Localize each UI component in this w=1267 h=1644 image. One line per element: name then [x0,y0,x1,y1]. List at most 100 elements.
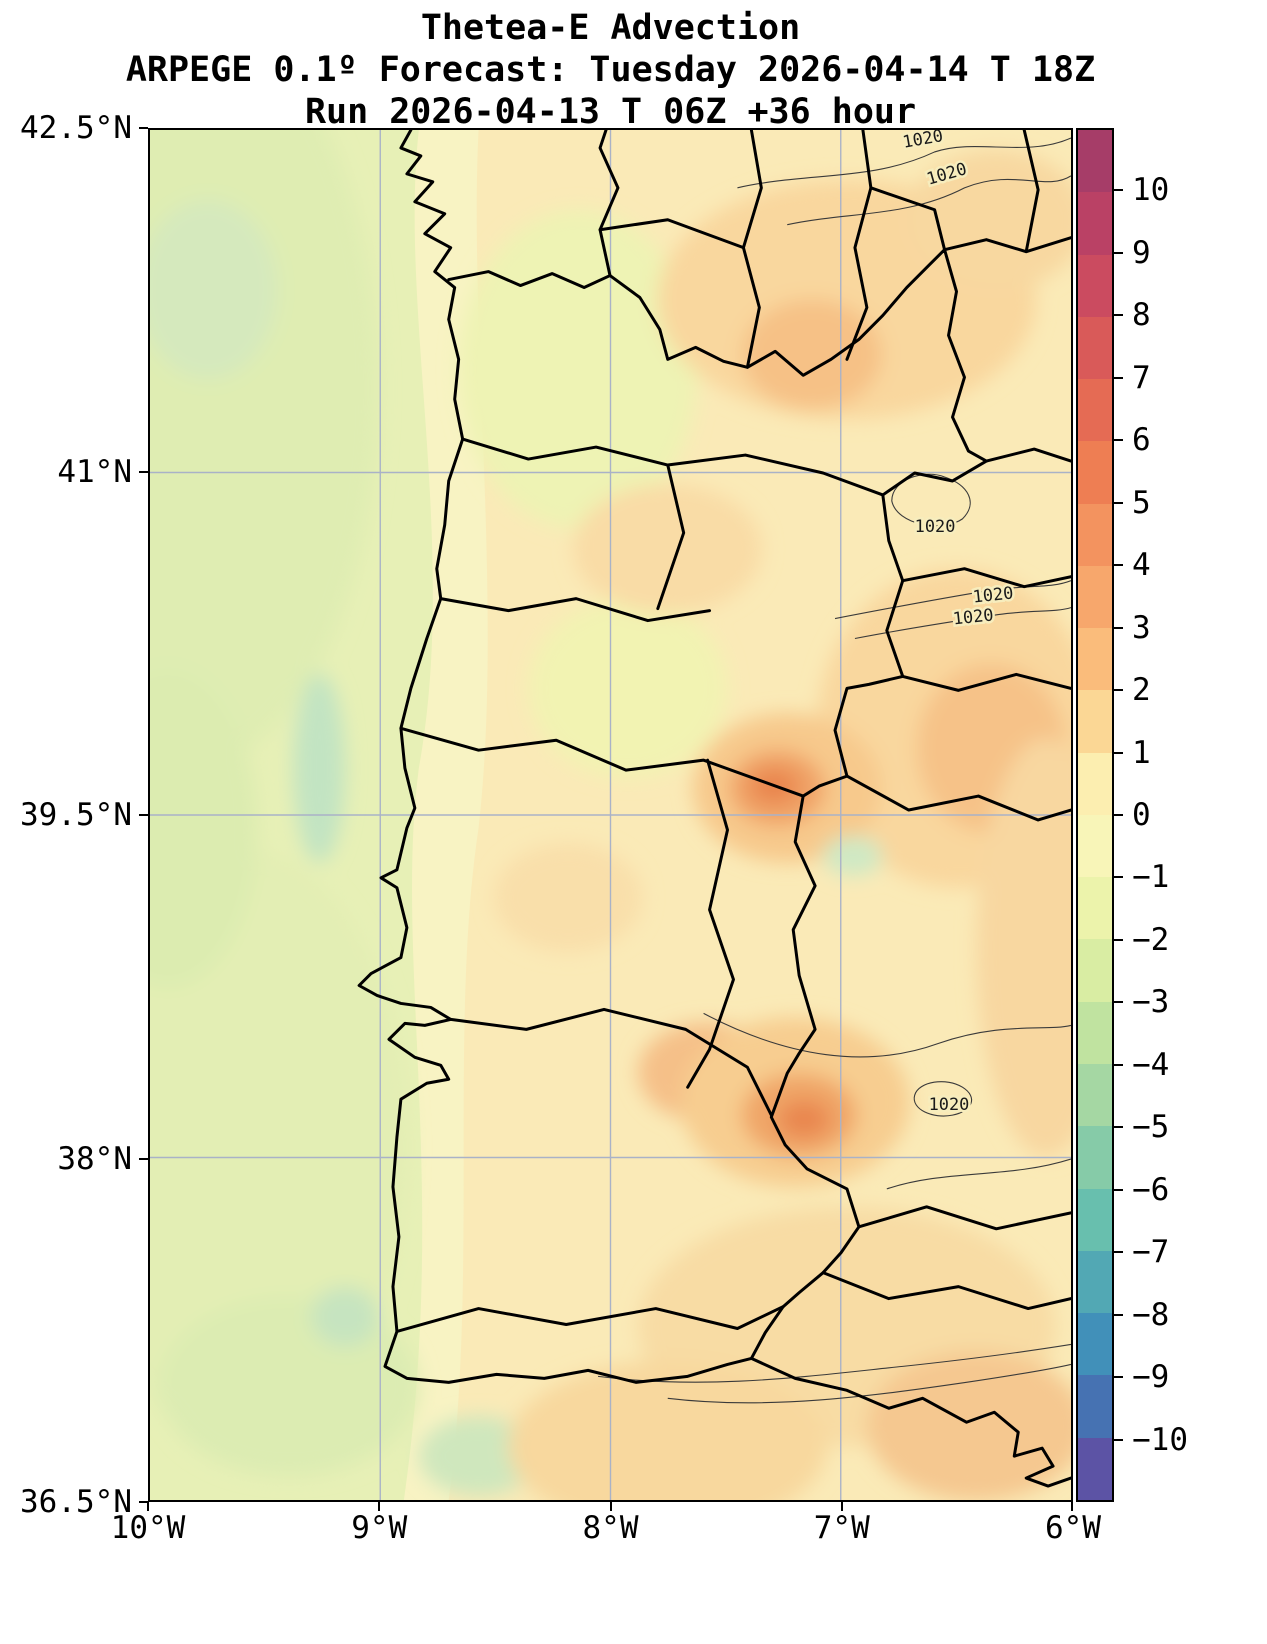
colorbar-tick-mark [1114,938,1123,941]
colorbar-tick-label: 3 [1132,609,1151,646]
colorbar-segment [1078,130,1112,193]
district-boundary [395,1305,785,1333]
colorbar-tick-label: 10 [1132,172,1170,209]
colorbar-tick-label: 7 [1132,359,1151,396]
province-boundary [598,130,620,278]
y-tick-label: 42.5°N [20,110,132,146]
map-plot: 1020 1020 1020 1020 1020 1020 [148,128,1073,1502]
colorbar-segment [1078,1437,1112,1500]
colorbar-tick-label: 8 [1132,297,1151,334]
colorbar-tick-label: 5 [1132,484,1151,521]
x-tick-label: 6°W [1045,1510,1101,1546]
province-boundary [598,218,745,250]
colorbar-tick-mark [1114,564,1123,567]
district-boundary [449,1007,773,1117]
colorbar-tick-label: 0 [1132,797,1151,833]
x-tick-mark [1071,1502,1073,1511]
colorbar-segment [1078,814,1112,878]
colorbar-tick-label: −9 [1132,1359,1170,1396]
colorbar-segment [1078,752,1112,815]
colorbar-tick-label: 2 [1132,672,1151,709]
chart-subtitle: ARPEGE 0.1º Forecast: Tuesday 2026-04-14… [125,50,1096,90]
province-boundary [821,1271,1071,1311]
colorbar-tick-mark [1114,1251,1123,1254]
chart-run-info: Run 2026-04-13 T 06Z +36 hour [304,92,917,132]
colorbar-segment [1078,192,1112,255]
district-boundary [656,463,686,611]
colorbar-tick-mark [1114,814,1123,816]
x-tick-label: 7°W [813,1510,870,1546]
colorbar-segment [1078,939,1112,1002]
colorbar-segment [1078,254,1112,317]
isobar-label: 1020 [915,516,956,536]
x-tick-label: 8°W [582,1510,639,1546]
colorbar-segment [1078,628,1112,691]
coastline [357,130,1071,1488]
colorbar-tick-mark [1114,376,1123,379]
isobar-label: 1020 [929,1094,970,1114]
colorbar-segment [1078,1126,1112,1189]
colorbar-tick-mark [1114,1376,1123,1379]
y-tick-mark [139,1501,148,1503]
colorbar-tick-label: −2 [1132,921,1170,958]
y-tick-mark [139,814,148,816]
province-boundary [984,447,1071,463]
x-tick-label: 9°W [351,1510,408,1546]
colorbar-tick-label: 6 [1132,422,1151,459]
colorbar-segment [1078,1188,1112,1251]
province-boundary [869,186,947,252]
colorbar-segment [1078,1313,1112,1376]
district-boundary [399,726,805,798]
boundaries [357,130,1071,1488]
colorbar-segment [1078,1250,1112,1314]
province-boundary [845,774,1071,822]
colorbar-gradient [1078,130,1112,1500]
colorbar-segment [1078,379,1112,442]
chart-title: Thetea-E Advection [420,8,801,48]
colorbar-tick-label: −7 [1132,1234,1170,1271]
colorbar-tick-label: −6 [1132,1171,1170,1208]
colorbar-tick-mark [1114,314,1123,317]
colorbar-segment [1078,441,1112,504]
colorbar-tick-mark [1114,689,1123,692]
colorbar-tick-label: −3 [1132,984,1170,1021]
x-tick-mark [147,1502,149,1511]
province-boundary [1022,130,1040,254]
colorbar-segment [1078,690,1112,753]
x-tick-mark [378,1502,381,1511]
colorbar-tick-label: −1 [1132,859,1170,896]
y-tick-label: 41°N [57,453,132,490]
province-boundary [857,1205,1071,1231]
colorbar-segment [1078,1063,1112,1127]
colorbar-tick-mark [1114,1188,1123,1191]
colorbar-tick-mark [1114,189,1123,192]
colorbar-tick-label: −4 [1132,1046,1170,1083]
colorbar-segment [1078,1001,1112,1064]
colorbar-tick-mark [1114,251,1123,254]
x-tick-mark [840,1502,843,1511]
colorbar-segment [1078,503,1112,566]
y-tick-mark [139,470,148,473]
colorbar [1076,128,1114,1502]
colorbar-segment [1078,565,1112,629]
colorbar-tick-label: −8 [1132,1296,1170,1333]
filled-contours-blobs [150,130,1071,1500]
y-tick-label: 39.5°N [20,797,132,833]
colorbar-tick-mark [1114,626,1123,629]
gridlines [150,130,1071,1500]
colorbar-tick-mark [1114,439,1123,442]
colorbar-segment [1078,316,1112,380]
y-tick-label: 36.5°N [20,1484,132,1520]
colorbar-tick-mark [1114,1126,1123,1129]
province-boundary [901,672,1071,692]
y-tick-label: 38°N [57,1140,132,1177]
colorbar-tick-mark [1114,876,1123,879]
colorbar-tick-label: −5 [1132,1109,1170,1146]
colorbar-tick-mark [1114,1063,1123,1066]
province-boundary [943,236,1071,254]
x-tick-label: 10°W [110,1510,186,1546]
colorbar-tick-label: 1 [1132,734,1151,771]
colorbar-tick-label: −10 [1132,1421,1188,1458]
colorbar-tick-label: 9 [1132,234,1151,271]
